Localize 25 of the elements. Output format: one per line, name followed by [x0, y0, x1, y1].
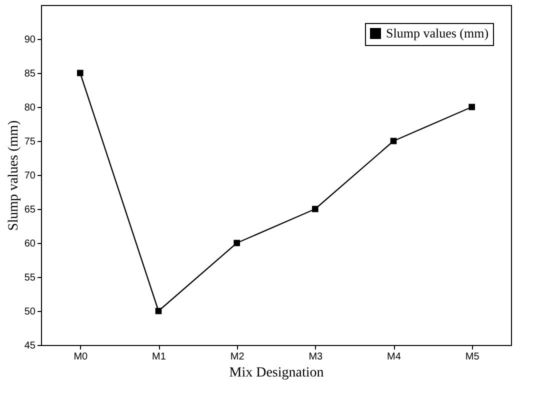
point	[155, 308, 162, 314]
x-tick-label: M5	[465, 352, 480, 362]
x-tick-label: M4	[387, 352, 402, 362]
point	[77, 70, 84, 76]
y-tick-label: 45	[24, 340, 36, 352]
x-tick-label: M3	[308, 352, 324, 362]
y-tick-label: 70	[24, 170, 36, 182]
y-tick-label: 85	[24, 68, 36, 80]
x-tick-label: M2	[230, 352, 245, 362]
y-tick-label: 90	[24, 34, 36, 46]
y-tick-label: 65	[24, 204, 36, 216]
y-axis-title: Slump values (mm)	[6, 120, 22, 231]
y-tick-label: 60	[24, 238, 36, 250]
legend-label: Slump values (mm)	[386, 26, 489, 40]
x-tick-label: M1	[152, 352, 166, 362]
point	[312, 206, 318, 212]
point	[390, 138, 397, 144]
x-tick-label: M0	[74, 352, 88, 362]
x-axis-title: Mix Designation	[229, 366, 324, 380]
y-tick-label: 75	[24, 136, 36, 148]
point	[468, 104, 475, 110]
point	[234, 240, 240, 246]
y-tick-label: 80	[24, 102, 36, 114]
y-tick-label: 50	[24, 306, 36, 318]
y-tick-label: 55	[24, 272, 36, 284]
